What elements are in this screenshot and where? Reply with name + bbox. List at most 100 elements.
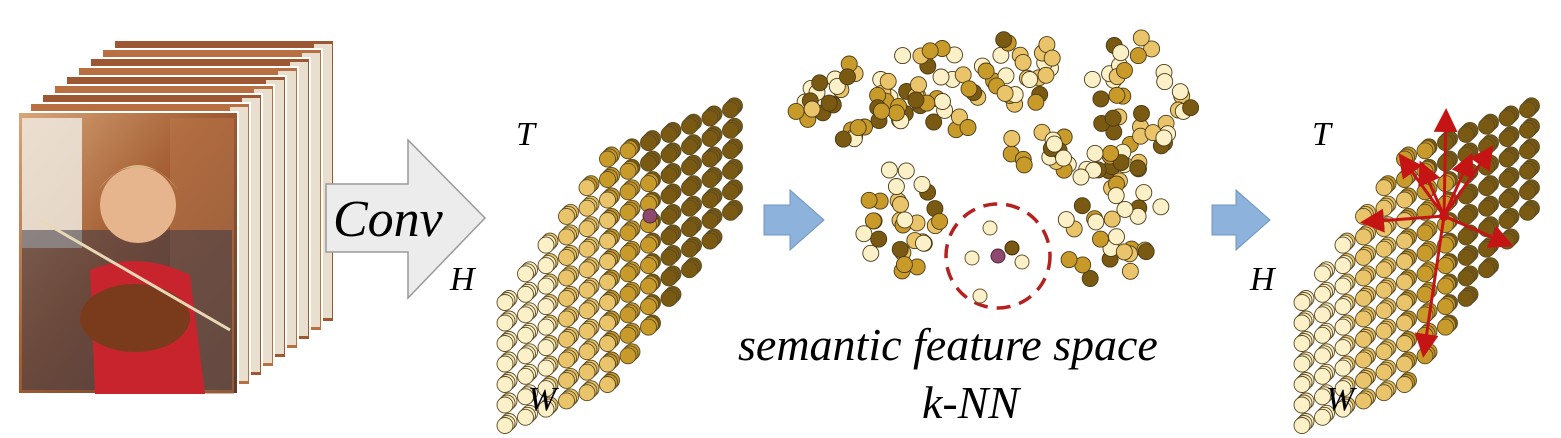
feature-dot	[1499, 151, 1515, 167]
transition-arrow-icon	[764, 190, 824, 250]
feature-dot	[1438, 278, 1454, 294]
feature-dot	[559, 311, 575, 327]
left-grid-h-label: H	[449, 261, 477, 298]
feature-dot	[702, 233, 718, 249]
feature-dot	[620, 286, 636, 302]
relation-center-point	[1439, 211, 1449, 221]
feature-point	[922, 43, 938, 59]
feature-point	[960, 120, 976, 136]
feature-dot	[1315, 327, 1331, 343]
feature-space-subcaption: k-NN	[922, 377, 1021, 428]
feature-point	[1113, 45, 1129, 61]
feature-point	[1183, 100, 1199, 116]
feature-dot	[682, 262, 698, 278]
feature-dot	[497, 336, 513, 352]
feature-dot	[497, 356, 513, 372]
feature-dot	[661, 249, 677, 265]
feature-dot	[661, 126, 677, 142]
feature-point	[1044, 50, 1060, 66]
feature-dot	[1397, 377, 1413, 393]
feature-dot	[1294, 295, 1310, 311]
feature-dot	[1376, 262, 1392, 278]
feature-dot	[1458, 229, 1474, 245]
feature-point	[908, 92, 924, 108]
feature-dot	[1479, 262, 1495, 278]
feature-dot	[723, 102, 739, 118]
feature-dot	[641, 319, 657, 335]
feature-point	[933, 69, 949, 85]
feature-dot	[1315, 266, 1331, 282]
feature-dot	[1376, 180, 1392, 196]
feature-point	[863, 245, 879, 261]
feature-dot	[620, 225, 636, 241]
feature-dot	[1294, 356, 1310, 372]
feature-point	[1061, 252, 1077, 268]
feature-dot	[497, 315, 513, 331]
feature-dot	[723, 204, 739, 220]
feature-dot	[1397, 295, 1413, 311]
feature-space-caption: semantic feature space	[738, 319, 1158, 370]
feature-dot	[620, 143, 636, 159]
feature-dot	[1356, 249, 1372, 265]
feature-dot	[497, 397, 513, 413]
feature-point	[1133, 30, 1149, 46]
feature-point	[1122, 263, 1138, 279]
feature-dot	[1356, 311, 1372, 327]
feature-point	[1028, 94, 1044, 110]
feature-dot	[661, 167, 677, 183]
feature-dot	[1458, 249, 1474, 265]
feature-point	[1130, 160, 1146, 176]
feature-point	[1138, 244, 1154, 260]
feature-dot	[620, 348, 636, 364]
feature-dot	[1499, 192, 1515, 208]
right-grid-t-label: T	[1312, 116, 1333, 153]
feature-dot	[702, 192, 718, 208]
feature-point	[1134, 106, 1150, 122]
left-grid-t-label: T	[516, 116, 537, 153]
feature-point	[961, 81, 977, 97]
feature-point	[1088, 214, 1104, 230]
feature-dot	[702, 172, 718, 188]
feature-dot	[1458, 290, 1474, 306]
conv-label: Conv	[333, 191, 444, 248]
feature-dot	[1520, 102, 1536, 118]
feature-dot	[538, 258, 554, 274]
feature-dot	[559, 270, 575, 286]
feature-dot	[620, 184, 636, 200]
feature-point	[850, 120, 866, 136]
feature-point	[1084, 71, 1100, 87]
feature-dot	[559, 290, 575, 306]
feature-dot	[1479, 180, 1495, 196]
feature-dot	[641, 135, 657, 151]
feature-dot	[1417, 266, 1433, 282]
feature-dot	[620, 245, 636, 261]
feature-dot	[1397, 233, 1413, 249]
feature-dot	[1356, 229, 1372, 245]
feature-dot	[702, 151, 718, 167]
feature-dot	[1479, 200, 1495, 216]
feature-dot	[497, 377, 513, 393]
feature-dot	[559, 352, 575, 368]
feature-dot	[559, 208, 575, 224]
feature-point	[881, 162, 897, 178]
feature-dot	[559, 331, 575, 347]
feature-dot	[579, 221, 595, 237]
feature-point	[840, 69, 856, 85]
feature-dot	[723, 122, 739, 138]
feature-dot	[1417, 225, 1433, 241]
right-grid-h-label: H	[1249, 261, 1277, 298]
feature-point	[1136, 185, 1152, 201]
feature-point	[892, 241, 908, 257]
feature-dot	[1479, 118, 1495, 134]
feature-dot	[1397, 254, 1413, 270]
feature-dot	[600, 377, 616, 393]
feature-dot	[682, 200, 698, 216]
feature-dot	[1315, 286, 1331, 302]
feature-dot	[682, 221, 698, 237]
feature-dot	[1438, 258, 1454, 274]
feature-dot	[579, 323, 595, 339]
feature-point	[1074, 198, 1090, 214]
feature-point	[1087, 145, 1103, 161]
feature-dot	[1294, 418, 1310, 434]
feature-dot	[538, 278, 554, 294]
